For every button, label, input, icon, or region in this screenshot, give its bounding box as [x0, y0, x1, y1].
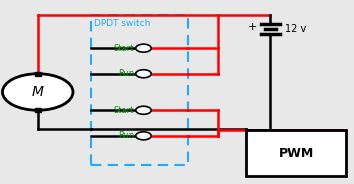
- Text: PWM: PWM: [278, 147, 314, 160]
- Circle shape: [136, 106, 151, 114]
- Circle shape: [136, 132, 151, 140]
- Text: $M$: $M$: [31, 85, 45, 99]
- Circle shape: [2, 74, 73, 110]
- Bar: [35, 108, 41, 112]
- Text: DPDT switch: DPDT switch: [94, 19, 150, 28]
- Circle shape: [136, 44, 151, 52]
- Text: Run: Run: [118, 69, 134, 78]
- Circle shape: [136, 70, 151, 78]
- Text: 12 v: 12 v: [285, 24, 307, 34]
- Bar: [246, 130, 346, 176]
- Text: Run: Run: [118, 131, 134, 140]
- Text: Start: Start: [114, 44, 134, 53]
- Text: Start: Start: [114, 106, 134, 115]
- Bar: [91, 15, 188, 165]
- Bar: [35, 72, 41, 76]
- Text: +: +: [248, 22, 257, 32]
